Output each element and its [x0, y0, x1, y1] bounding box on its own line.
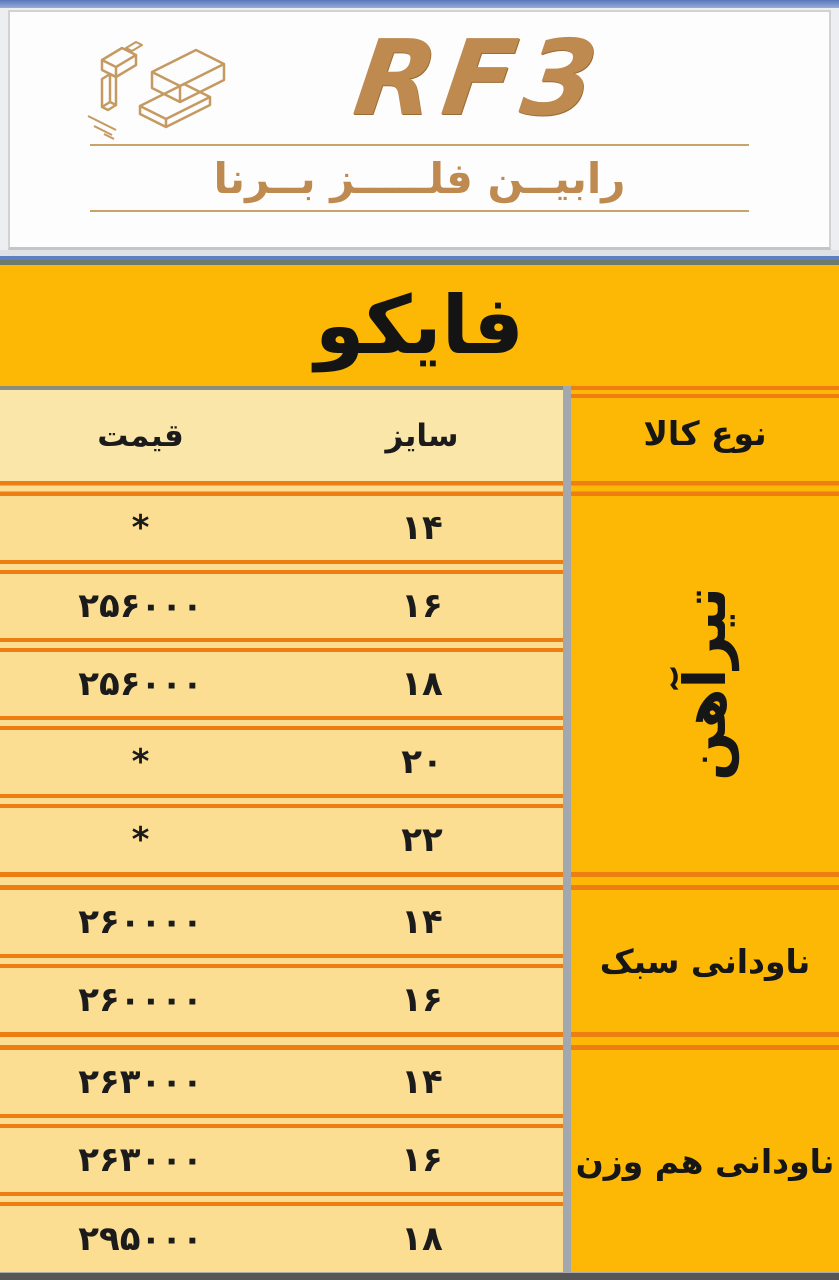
size-cell: ۱۴	[281, 1050, 563, 1114]
logo-row: RF3	[10, 12, 829, 144]
price-cell: ۲۶۳۰۰۰	[0, 1050, 281, 1114]
price-cell: *	[0, 496, 281, 560]
group-separator	[571, 1032, 839, 1050]
company-logo-card: RF3 رابیــن فلـــــز بــرنا	[8, 10, 831, 250]
size-cell: ۱۶	[281, 968, 563, 1032]
group-separator	[571, 872, 839, 890]
category-label: تیرآهن	[671, 587, 740, 781]
price-cell: ۲۶۰۰۰۰	[0, 968, 281, 1032]
category-cell-tirahan: تیرآهن	[571, 496, 839, 872]
size-cell: ۲۲	[281, 808, 563, 872]
price-cell: ۲۶۰۰۰۰	[0, 890, 281, 954]
size-cell: ۱۴	[281, 496, 563, 560]
row-separator	[0, 1114, 563, 1128]
blue-separator-line	[0, 256, 839, 260]
price-cell: *	[0, 730, 281, 794]
price-cell: ۲۹۵۰۰۰	[0, 1206, 281, 1272]
size-cell: ۱۸	[281, 652, 563, 716]
group-separator	[0, 872, 563, 890]
olive-separator-line	[0, 260, 839, 265]
column-header-type: نوع کالا	[571, 386, 839, 481]
row-separator	[0, 560, 563, 574]
brand-title-band: فایکو	[0, 265, 839, 386]
size-cell: ۲۰	[281, 730, 563, 794]
size-cell: ۱۶	[281, 574, 563, 638]
steel-profiles-icon	[87, 41, 226, 140]
card-shadow	[0, 250, 839, 256]
row-separator	[0, 1192, 563, 1206]
row-separator	[0, 638, 563, 652]
size-cell: ۱۶	[281, 1128, 563, 1192]
price-cell: ۲۵۶۰۰۰	[0, 652, 281, 716]
column-header-price: قیمت	[0, 386, 281, 481]
price-cell: *	[0, 808, 281, 872]
size-cell: ۱۸	[281, 1206, 563, 1272]
category-cell-navodani-sabok: ناودانی سبک	[571, 890, 839, 1032]
group-separator	[0, 1032, 563, 1050]
company-name: رابیــن فلـــــز بــرنا	[213, 153, 626, 203]
category-cell-navodani-hamvazn: ناودانی هم وزن	[571, 1050, 839, 1272]
price-cell: ۲۶۳۰۰۰	[0, 1128, 281, 1192]
row-separator	[0, 954, 563, 968]
vertical-divider	[563, 386, 571, 1272]
page-title: فایکو	[314, 279, 525, 372]
size-cell: ۱۴	[281, 890, 563, 954]
column-header-size: سایز	[281, 386, 563, 481]
row-separator	[0, 481, 563, 496]
logo-rf3-text: RF3	[347, 17, 612, 139]
gold-divider-top	[90, 144, 749, 146]
price-cell: ۲۵۶۰۰۰	[0, 574, 281, 638]
row-separator	[0, 716, 563, 730]
gold-divider-bottom	[90, 210, 749, 212]
bottom-edge-bar	[0, 1270, 839, 1280]
price-table: قیمت سایز نوع کالا تیرآهن * ۱۴ ۲۵۶۰۰۰ ۱۶…	[0, 386, 839, 1272]
row-separator	[0, 794, 563, 808]
top-blue-bar	[0, 0, 839, 8]
row-separator	[571, 481, 839, 496]
